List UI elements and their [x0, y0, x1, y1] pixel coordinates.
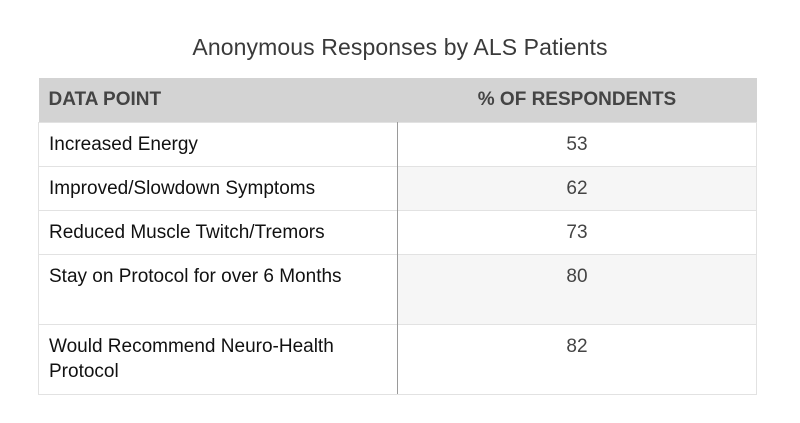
row-label: Improved/Slowdown Symptoms [38, 166, 398, 211]
row-label: Increased Energy [38, 122, 398, 167]
row-label: Stay on Protocol for over 6 Months [38, 254, 398, 325]
table-header-row: DATA POINT % OF RESPONDENTS [38, 78, 757, 123]
table-row: Reduced Muscle Twitch/Tremors 73 [38, 210, 757, 255]
row-value: 73 [397, 210, 757, 255]
row-value: 53 [397, 122, 757, 167]
row-value: 80 [397, 254, 757, 325]
data-table: DATA POINT % OF RESPONDENTS Increased En… [38, 78, 757, 395]
row-label: Would Recommend Neuro-Health Protocol [38, 324, 398, 395]
row-label: Reduced Muscle Twitch/Tremors [38, 210, 398, 255]
table-row: Stay on Protocol for over 6 Months 80 [38, 254, 757, 325]
column-header-data-point: DATA POINT [38, 78, 398, 123]
column-header-percent: % OF RESPONDENTS [397, 78, 757, 123]
table-row: Would Recommend Neuro-Health Protocol 82 [38, 324, 757, 395]
table-row: Increased Energy 53 [38, 122, 757, 167]
chart-title: Anonymous Responses by ALS Patients [192, 34, 608, 60]
row-value: 82 [397, 324, 757, 395]
row-value: 62 [397, 166, 757, 211]
table-row: Improved/Slowdown Symptoms 62 [38, 166, 757, 211]
